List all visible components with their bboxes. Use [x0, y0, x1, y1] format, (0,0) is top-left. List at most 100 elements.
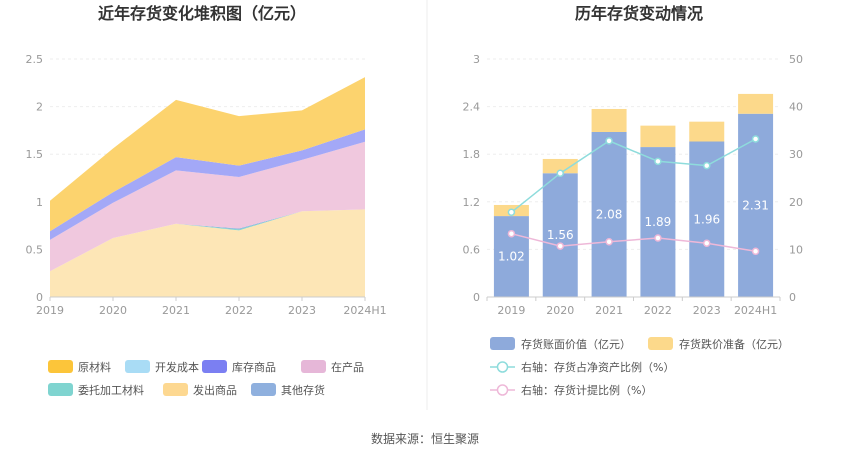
bar-impairment [738, 93, 774, 114]
line-point-1 [654, 234, 662, 242]
legend-swatch-6 [251, 383, 276, 396]
legend-swatch-2 [202, 360, 227, 373]
bar-data-label: 1.89 [645, 215, 672, 229]
bar-impairment [542, 158, 578, 174]
left-area-series [50, 77, 365, 297]
legend-swatch-book-value [490, 337, 515, 350]
left-chart-title: 近年存货变化堆积图（亿元） [98, 4, 306, 23]
bar-data-label: 1.96 [693, 212, 720, 226]
right-y2-tick-label: 50 [789, 53, 803, 66]
left-x-tick-label: 2022 [225, 304, 253, 317]
left-x-tick-label: 2019 [36, 304, 64, 317]
legend-label-3: 在产品 [331, 360, 364, 374]
line-point-1 [751, 247, 760, 256]
legend-marker-0 [496, 361, 509, 373]
right-line-series [507, 135, 760, 256]
left-y-tick-label: 1 [36, 196, 43, 209]
line-point-0 [605, 137, 613, 145]
legend-label-impairment: 存货跌价准备（亿元） [679, 337, 789, 351]
right-x-tick-label: 2019 [497, 304, 525, 317]
right-y2-tick-label: 20 [789, 196, 803, 209]
legend-swatch-5 [163, 383, 188, 396]
right-y-tick-label: 1.2 [463, 196, 481, 209]
legend-label-5: 发出商品 [193, 383, 237, 397]
right-y-tick-label: 1.8 [463, 148, 481, 161]
line-point-0 [507, 208, 516, 217]
bar-impairment [591, 108, 627, 132]
legend-label-6: 其他存货 [281, 383, 325, 397]
bar-data-label: 2.08 [596, 207, 623, 221]
left-x-tick-label: 2024H1 [343, 304, 386, 317]
line-series-0 [510, 138, 756, 213]
line-point-1 [507, 229, 516, 238]
bar-book-value [591, 131, 627, 297]
bar-impairment [640, 125, 676, 148]
bar-data-label: 2.31 [742, 198, 769, 212]
right-bar-series [493, 93, 774, 298]
legend-swatch-0 [48, 360, 73, 373]
legend-line-label-0: 右轴：存货占净资产比例（%） [521, 360, 674, 374]
left-y-tick-label: 0 [36, 291, 43, 304]
left-x-tick-label: 2021 [162, 304, 190, 317]
legend-label-4: 委托加工材料 [78, 383, 144, 397]
line-point-0 [703, 161, 711, 170]
legend-label-0: 原材料 [78, 360, 111, 374]
legend-line-label-1: 右轴：存货计提比例（%） [521, 383, 652, 397]
right-y2-tick-label: 10 [789, 243, 803, 256]
line-point-0 [751, 135, 760, 143]
source-note: 数据来源：恒生聚源 [371, 431, 479, 446]
legend-swatch-impairment [648, 337, 673, 350]
right-x-tick-label: 2024H1 [734, 304, 777, 317]
bar-impairment [689, 121, 725, 142]
left-y-tick-label: 2.5 [26, 53, 44, 66]
right-x-tick-label: 2022 [644, 304, 672, 317]
right-legend: 存货账面价值（亿元） 存货跌价准备（亿元） 右轴：存货占净资产比例（%） 右轴：存货计… [490, 337, 789, 397]
line-point-1 [703, 239, 711, 247]
legend-swatch-4 [48, 383, 73, 396]
legend-swatch-1 [125, 360, 150, 373]
bar-book-value [542, 173, 578, 297]
right-grid [487, 58, 780, 250]
bar-data-label: 1.56 [547, 228, 574, 242]
source-prefix: 数据来源： [371, 431, 431, 446]
line-point-1 [605, 238, 613, 246]
right-y2-tick-label: 0 [789, 291, 796, 304]
area-series-0 [50, 209, 365, 297]
legend-swatch-3 [301, 360, 326, 373]
right-y-tick-label: 0 [473, 291, 480, 304]
right-x-tick-label: 2023 [693, 304, 721, 317]
left-x-tick-label: 2023 [288, 304, 316, 317]
left-x-tick-label: 2020 [99, 304, 127, 317]
right-y2-tick-label: 30 [789, 148, 803, 161]
legend-label-book-value: 存货账面价值（亿元） [521, 337, 631, 351]
left-axis: 0 0.5 1 1.5 2 2.5 2019 2020 2021 2022 2023 2024H1 [26, 53, 387, 317]
area-series-4 [50, 141, 365, 272]
right-x-tick-label: 2021 [595, 304, 623, 317]
legend-marker-1 [496, 384, 509, 396]
right-x-tick-label: 2020 [546, 304, 574, 317]
left-y-tick-label: 0.5 [26, 243, 44, 256]
bar-data-label: 1.02 [498, 250, 525, 264]
right-y-tick-label: 2.4 [463, 101, 481, 114]
right-y-tick-label: 3 [473, 53, 480, 66]
area-series-5 [50, 129, 365, 240]
line-point-0 [556, 169, 564, 177]
bar-book-value [738, 113, 774, 298]
line-point-1 [556, 242, 564, 250]
right-chart-title: 历年存货变动情况 [575, 4, 703, 23]
right-data-labels: 1.02 1.56 2.08 1.89 1.96 2.31 [498, 198, 769, 263]
line-series-1 [511, 232, 756, 253]
left-y-tick-label: 2 [36, 101, 43, 114]
legend-label-2: 库存商品 [232, 360, 276, 374]
bar-book-value [640, 147, 676, 297]
legend-label-1: 开发成本 [155, 360, 199, 374]
line-point-0 [654, 157, 662, 166]
area-series-6 [50, 77, 365, 232]
right-y-tick-label: 0.6 [463, 243, 481, 256]
bar-book-value [493, 216, 529, 297]
left-y-tick-label: 1.5 [26, 148, 44, 161]
right-y2-tick-label: 40 [789, 101, 803, 114]
